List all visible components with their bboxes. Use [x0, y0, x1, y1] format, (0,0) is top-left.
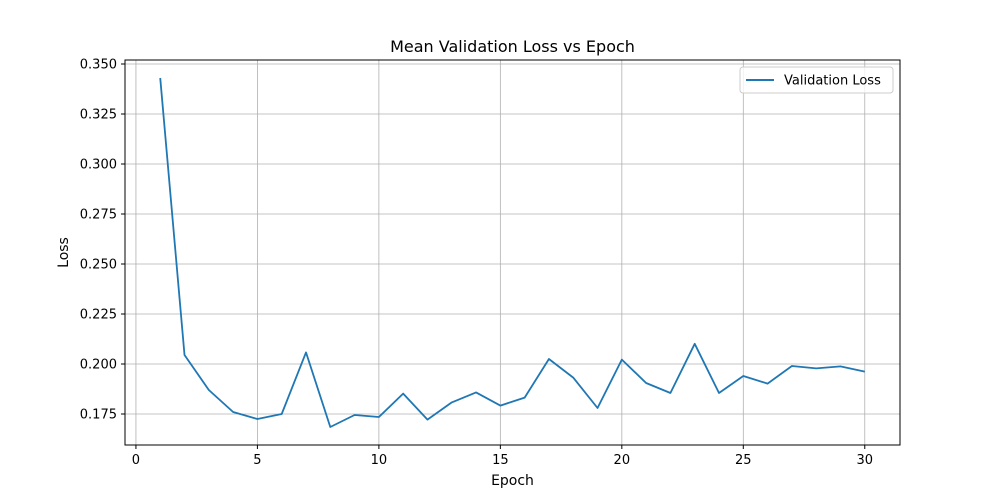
- x-axis-label: Epoch: [491, 473, 534, 489]
- y-axis-ticks: 0.175 0.200 0.225 0.250 0.275 0.300 0.325 0.350: [80, 58, 125, 423]
- y-tick-label: 0.350: [80, 58, 117, 73]
- plot-frame: [124, 59, 901, 446]
- chart-title: Mean Validation Loss vs Epoch: [390, 37, 635, 56]
- x-tick-label: 5: [253, 453, 261, 468]
- y-tick-label: 0.225: [80, 308, 117, 323]
- series-layer: [159, 77, 865, 428]
- y-tick-label: 0.300: [80, 158, 117, 173]
- x-tick-label: 10: [371, 453, 388, 468]
- legend-box: [739, 66, 894, 94]
- legend: Validation Loss: [739, 66, 894, 94]
- grid: [125, 60, 900, 445]
- y-tick-label: 0.175: [80, 408, 117, 423]
- x-tick-label: 30: [856, 453, 873, 468]
- y-tick-label: 0.200: [80, 358, 117, 373]
- y-tick-label: 0.275: [80, 208, 117, 223]
- x-tick-label: 0: [132, 453, 140, 468]
- y-axis-label: Loss: [56, 237, 72, 268]
- legend-label: Validation Loss: [784, 74, 881, 89]
- x-tick-label: 15: [492, 453, 509, 468]
- series-line-validation-loss: [159, 77, 865, 428]
- y-tick-label: 0.250: [80, 258, 117, 273]
- x-tick-label: 25: [735, 453, 752, 468]
- x-tick-label: 20: [614, 453, 631, 468]
- y-tick-label: 0.325: [80, 108, 117, 123]
- x-axis-ticks: 0 5 10 15 20 25 30: [132, 445, 873, 468]
